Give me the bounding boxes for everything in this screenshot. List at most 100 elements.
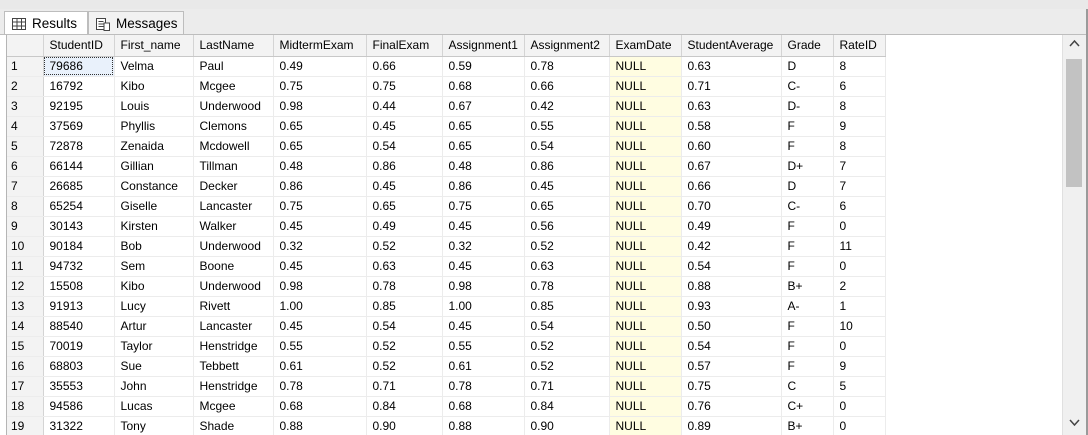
table-cell[interactable]: 0.56 (524, 216, 610, 237)
table-row[interactable]: 14 88540 Artur Lancaster 0.45 0.54 0.45 0.54 NUL… (7, 316, 886, 337)
table-cell[interactable]: 91913 (43, 296, 115, 317)
table-row[interactable]: 3 92195 Louis Underwood 0.98 0.44 0.67 0.42 NULL… (7, 96, 886, 117)
table-cell[interactable]: 0.67 (442, 96, 525, 117)
row-number[interactable]: 5 (7, 136, 44, 157)
table-cell[interactable]: Zenaida (114, 136, 194, 157)
corner-cell[interactable] (7, 35, 44, 57)
table-cell[interactable]: 0.86 (442, 176, 525, 197)
table-cell[interactable]: Sue (114, 356, 194, 377)
table-cell[interactable]: 0.52 (366, 236, 443, 257)
table-cell[interactable]: 5 (833, 376, 886, 397)
table-cell[interactable]: 0.52 (524, 356, 610, 377)
table-cell[interactable]: 0.98 (273, 276, 367, 297)
table-cell[interactable]: NULL (609, 96, 682, 117)
table-cell[interactable]: 0.68 (273, 396, 367, 417)
table-cell[interactable]: 6 (833, 76, 886, 97)
table-cell[interactable]: 0.49 (366, 216, 443, 237)
table-cell[interactable]: 0.65 (273, 136, 367, 157)
table-cell[interactable]: NULL (609, 356, 682, 377)
table-cell[interactable]: 94586 (43, 396, 115, 417)
table-row[interactable]: 15 70019 Taylor Henstridge 0.55 0.52 0.55 0.52 N… (7, 336, 886, 357)
table-cell[interactable]: F (781, 336, 834, 357)
table-cell[interactable]: Constance (114, 176, 194, 197)
table-cell[interactable]: 0.86 (524, 156, 610, 177)
table-cell[interactable]: Taylor (114, 336, 194, 357)
row-number[interactable]: 13 (7, 296, 44, 317)
column-header[interactable]: StudentID (43, 35, 115, 57)
table-cell[interactable]: 92195 (43, 96, 115, 117)
table-cell[interactable]: B+ (781, 276, 834, 297)
table-cell[interactable]: Underwood (193, 276, 274, 297)
vertical-scrollbar[interactable] (1062, 35, 1087, 435)
table-cell[interactable]: D- (781, 96, 834, 117)
table-cell[interactable]: 0.45 (524, 176, 610, 197)
table-row[interactable]: 13 91913 Lucy Rivett 1.00 0.85 1.00 0.85 NULL 0.9… (7, 296, 886, 317)
table-cell[interactable]: NULL (609, 156, 682, 177)
table-cell[interactable]: Sem (114, 256, 194, 277)
table-cell[interactable]: 88540 (43, 316, 115, 337)
chevron-up-icon[interactable] (1069, 39, 1080, 50)
table-cell[interactable]: 68803 (43, 356, 115, 377)
table-cell[interactable]: Walker (193, 216, 274, 237)
table-cell[interactable]: 0.89 (681, 416, 782, 435)
table-cell[interactable]: Mcdowell (193, 136, 274, 157)
chevron-down-icon[interactable] (1069, 419, 1080, 430)
table-cell[interactable]: 2 (833, 276, 886, 297)
table-cell[interactable]: 66144 (43, 156, 115, 177)
table-cell[interactable]: 0.42 (681, 236, 782, 257)
row-number[interactable]: 15 (7, 336, 44, 357)
table-cell[interactable]: 0.54 (366, 136, 443, 157)
table-cell[interactable]: Underwood (193, 96, 274, 117)
row-number[interactable]: 6 (7, 156, 44, 177)
table-cell[interactable]: 1.00 (273, 296, 367, 317)
table-cell[interactable]: Kibo (114, 76, 194, 97)
row-number[interactable]: 17 (7, 376, 44, 397)
table-cell[interactable]: 0.71 (524, 376, 610, 397)
table-cell[interactable]: 0.45 (442, 316, 525, 337)
row-number[interactable]: 9 (7, 216, 44, 237)
table-cell[interactable]: Artur (114, 316, 194, 337)
table-cell[interactable]: Decker (193, 176, 274, 197)
table-cell[interactable]: F (781, 236, 834, 257)
row-number[interactable]: 2 (7, 76, 44, 97)
table-cell[interactable]: 0.78 (366, 276, 443, 297)
column-header[interactable]: StudentAverage (681, 35, 782, 57)
table-cell[interactable]: 0.88 (442, 416, 525, 435)
table-cell[interactable]: Lucy (114, 296, 194, 317)
table-cell[interactable]: 11 (833, 236, 886, 257)
table-cell[interactable]: NULL (609, 296, 682, 317)
table-cell[interactable]: Velma (114, 56, 194, 77)
table-cell[interactable]: 0.75 (442, 196, 525, 217)
table-cell[interactable]: 0.45 (273, 316, 367, 337)
table-cell[interactable]: Mcgee (193, 396, 274, 417)
table-cell[interactable]: 0.90 (366, 416, 443, 435)
table-cell[interactable]: 0.84 (524, 396, 610, 417)
column-header[interactable]: Grade (781, 35, 834, 57)
table-cell[interactable]: Lucas (114, 396, 194, 417)
table-cell[interactable]: 0.52 (524, 236, 610, 257)
table-cell[interactable]: 0.65 (524, 196, 610, 217)
table-cell[interactable]: 0.49 (681, 216, 782, 237)
table-cell[interactable]: Kirsten (114, 216, 194, 237)
table-cell[interactable]: B+ (781, 416, 834, 435)
table-cell[interactable]: 8 (833, 136, 886, 157)
table-cell[interactable]: 0.54 (366, 316, 443, 337)
table-cell[interactable]: F (781, 116, 834, 137)
row-number[interactable]: 16 (7, 356, 44, 377)
tab-messages[interactable]: Messages (88, 11, 184, 35)
table-cell[interactable]: 0.55 (524, 116, 610, 137)
table-row[interactable]: 10 90184 Bob Underwood 0.32 0.52 0.32 0.52 NULL 0… (7, 236, 886, 257)
table-cell[interactable]: 0.45 (366, 176, 443, 197)
row-number[interactable]: 1 (7, 56, 44, 77)
table-cell[interactable]: 0.78 (524, 56, 610, 77)
table-cell[interactable]: 0.98 (273, 96, 367, 117)
table-cell[interactable]: 0.65 (442, 136, 525, 157)
table-cell[interactable]: 72878 (43, 136, 115, 157)
table-cell[interactable]: 0.71 (681, 76, 782, 97)
table-cell[interactable]: John (114, 376, 194, 397)
table-cell[interactable]: Tebbett (193, 356, 274, 377)
table-row[interactable]: 4 37569 Phyllis Clemons 0.65 0.45 0.65 0.55 NULL… (7, 116, 886, 137)
row-number[interactable]: 12 (7, 276, 44, 297)
table-cell[interactable]: 6 (833, 196, 886, 217)
table-cell[interactable]: Rivett (193, 296, 274, 317)
